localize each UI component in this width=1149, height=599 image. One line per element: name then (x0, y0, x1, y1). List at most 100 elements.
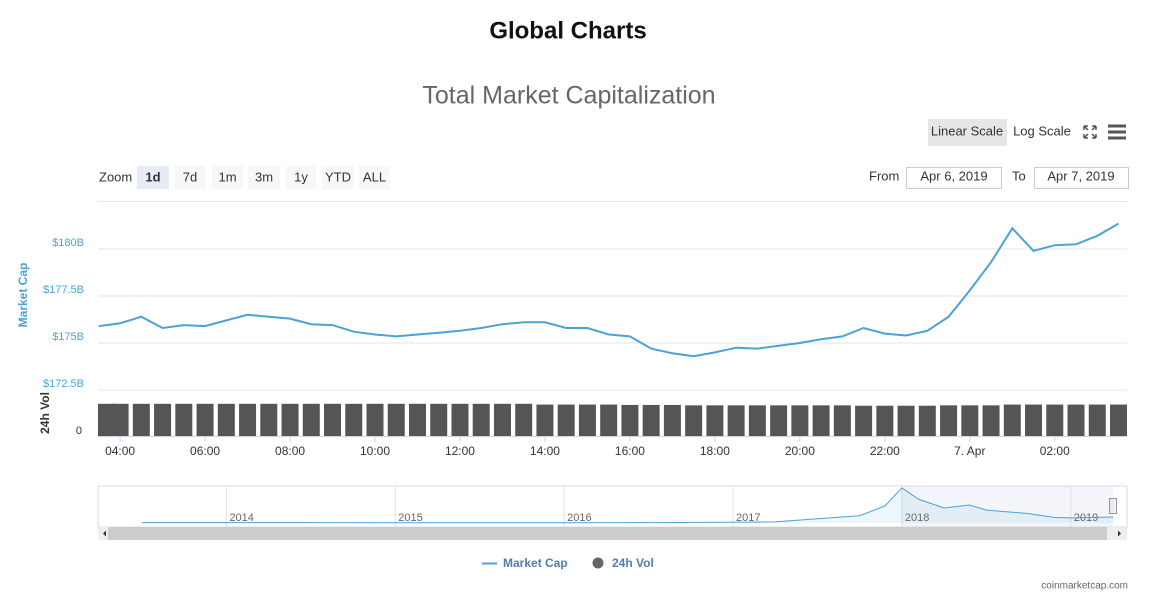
volume-bar (430, 403, 448, 436)
x-tick-label: 20:00 (785, 444, 815, 458)
volume-bar (833, 405, 851, 436)
zoom-button-bg[interactable] (175, 166, 205, 189)
y2-tick-label: 0 (76, 425, 82, 437)
zoom-button[interactable]: ALL (363, 169, 386, 184)
volume-bar (748, 405, 766, 436)
scrollbar-thumb[interactable] (108, 527, 1107, 540)
volume-bar (451, 403, 469, 436)
page-title: Global Charts (489, 17, 646, 44)
fullscreen-icon[interactable] (1083, 125, 1097, 139)
navigator-tick-label: 2014 (229, 512, 253, 524)
from-input[interactable] (906, 167, 1002, 189)
navigator-tick-label: 2018 (905, 512, 929, 524)
volume-bar (387, 403, 405, 436)
volume-bar (706, 405, 724, 436)
zoom-button-bg[interactable] (248, 166, 280, 189)
x-tick-label: 06:00 (190, 444, 220, 458)
zoom-button[interactable]: 1d (145, 169, 160, 184)
navigator-selection (901, 486, 1113, 527)
credit: coinmarketcap.com (1041, 581, 1128, 592)
zoom-button[interactable]: 1y (294, 169, 308, 184)
volume-bar (1003, 404, 1021, 436)
scale-button[interactable]: Linear Scale (931, 123, 1003, 138)
navigator-line (141, 487, 1114, 524)
volume-bar (111, 403, 129, 436)
navigator-tick-label: 2017 (736, 512, 760, 524)
legend-dot[interactable] (592, 557, 604, 569)
volume-bar (154, 403, 172, 436)
volume-bar (196, 403, 214, 436)
volume-bar (982, 405, 1000, 436)
zoom-button[interactable]: YTD (325, 169, 351, 184)
y-tick-label: $175B (52, 331, 84, 343)
volume-bar (727, 405, 745, 436)
volume-bar (260, 403, 278, 436)
y-tick-label: $180B (52, 237, 84, 249)
volume-bar (324, 403, 342, 436)
volume-bar (770, 405, 788, 436)
zoom-button-bg[interactable] (137, 166, 169, 189)
volume-bar (578, 404, 596, 436)
market-cap-line (98, 222, 1119, 358)
x-tick-label: 18:00 (700, 444, 730, 458)
volume-bar (345, 403, 363, 436)
to-input[interactable] (1034, 167, 1129, 189)
x-tick-label: 10:00 (360, 444, 390, 458)
navigator-tick-label: 2016 (567, 512, 591, 524)
menu-icon[interactable] (1108, 124, 1126, 140)
volume-bar (281, 403, 299, 436)
zoom-button-bg[interactable] (212, 166, 243, 189)
volume-bar (812, 405, 830, 436)
to-label: To (1012, 168, 1026, 183)
volume-bar (366, 403, 384, 436)
volume-bar (918, 405, 936, 436)
volume-bar (217, 403, 235, 436)
volume-bar (855, 405, 873, 436)
legend-label[interactable]: Market Cap (503, 556, 568, 570)
zoom-button[interactable]: 3m (255, 169, 273, 184)
zoom-button[interactable]: 7d (183, 169, 197, 184)
scale-button[interactable]: Log Scale (1013, 123, 1071, 138)
volume-bar (940, 405, 958, 436)
to-date[interactable]: Apr 7, 2019 (1047, 168, 1114, 183)
volume-bar (876, 405, 894, 436)
y-tick-label: $172.5B (43, 378, 84, 390)
x-tick-label: 14:00 (530, 444, 560, 458)
zoom-label: Zoom (99, 169, 132, 184)
volume-bar (175, 403, 193, 436)
volume-bar (642, 404, 660, 436)
zoom-button-bg[interactable] (322, 166, 354, 189)
volume-bar (961, 405, 979, 436)
x-tick-label: 7. Apr (954, 444, 985, 458)
y-axis-label: Market Cap (16, 263, 30, 328)
volume-bar (132, 403, 150, 436)
x-tick-label: 22:00 (870, 444, 900, 458)
volume-bar (1110, 404, 1127, 436)
volume-bar (621, 404, 639, 436)
x-tick-label: 08:00 (275, 444, 305, 458)
navigator-handle[interactable] (1109, 498, 1117, 514)
volume-bar (663, 404, 681, 436)
volume-bar (472, 403, 490, 436)
volume-bar (302, 403, 320, 436)
zoom-button-bg[interactable] (286, 166, 316, 189)
zoom-button[interactable]: 1m (218, 169, 236, 184)
from-label: From (869, 168, 899, 183)
x-tick-label: 12:00 (445, 444, 475, 458)
chart-title: Total Market Capitalization (422, 82, 715, 110)
volume-bar (557, 404, 575, 436)
volume-bar (685, 405, 703, 436)
from-date[interactable]: Apr 6, 2019 (920, 168, 987, 183)
x-tick-label: 02:00 (1040, 444, 1070, 458)
volume-bar (239, 403, 257, 436)
volume-bar (408, 403, 426, 436)
legend-label[interactable]: 24h Vol (612, 556, 654, 570)
zoom-button-bg[interactable] (359, 166, 390, 189)
volume-bar (600, 404, 618, 436)
volume-bar (791, 405, 809, 436)
x-tick-label: 04:00 (105, 444, 135, 458)
x-tick-label: 16:00 (615, 444, 645, 458)
navigator-area (141, 487, 1113, 523)
scale-button-bg[interactable] (928, 119, 1007, 146)
